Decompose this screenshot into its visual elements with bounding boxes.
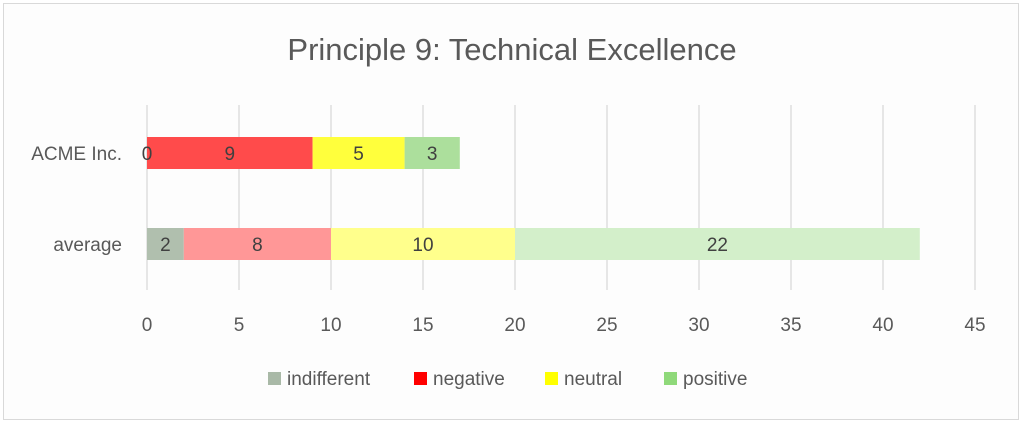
x-tick-label: 45 <box>964 315 985 336</box>
chart-title: Principle 9: Technical Excellence <box>287 32 736 67</box>
x-tick-label: 0 <box>142 315 153 336</box>
data-label: 8 <box>252 235 263 256</box>
x-tick-label: 15 <box>412 315 433 336</box>
bar-negative <box>183 228 331 260</box>
bar-positive <box>515 228 920 260</box>
x-tick-label: 5 <box>234 315 245 336</box>
x-tick-label: 25 <box>596 315 617 336</box>
legend-item-indifferent: indifferent <box>268 369 371 390</box>
x-tick-label: 30 <box>688 315 709 336</box>
legend-swatch <box>664 372 677 385</box>
legend-item-positive: positive <box>664 369 747 390</box>
bar-indifferent <box>147 228 184 260</box>
bar-positive <box>404 137 460 169</box>
y-category-label: average <box>53 235 122 256</box>
legend-item-neutral: neutral <box>545 369 622 390</box>
data-label: 3 <box>427 144 438 165</box>
y-category-label: ACME Inc. <box>31 144 122 165</box>
legend-label: negative <box>433 369 505 390</box>
legend-swatch <box>545 372 558 385</box>
legend-swatch <box>414 372 427 385</box>
data-label: 0 <box>142 144 153 165</box>
legend-label: indifferent <box>287 369 371 390</box>
data-label: 9 <box>225 144 236 165</box>
bar-neutral <box>312 137 405 169</box>
bar-negative <box>147 137 313 169</box>
legend-item-negative: negative <box>414 369 505 390</box>
legend-label: positive <box>683 369 747 390</box>
data-label: 22 <box>707 235 728 256</box>
legend-label: neutral <box>564 369 622 390</box>
x-tick-label: 40 <box>872 315 893 336</box>
data-label: 5 <box>353 144 364 165</box>
data-label: 10 <box>412 235 433 256</box>
legend-swatch <box>268 372 281 385</box>
chart-frame <box>3 3 1019 420</box>
x-tick-label: 35 <box>780 315 801 336</box>
x-tick-label: 20 <box>504 315 525 336</box>
x-tick-label: 10 <box>320 315 341 336</box>
bar-neutral <box>331 228 515 260</box>
data-label: 2 <box>160 235 171 256</box>
